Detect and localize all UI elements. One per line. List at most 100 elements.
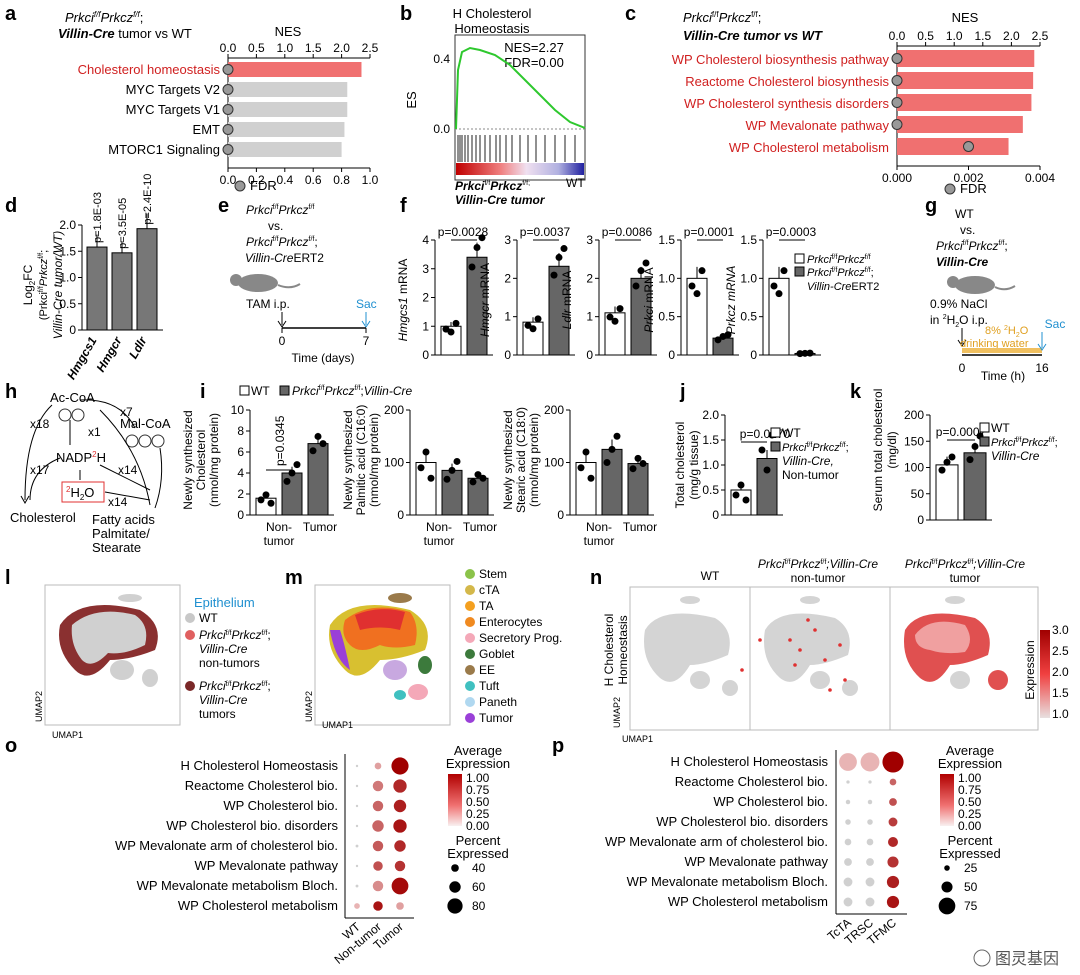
- drinking-water-bar: [962, 348, 1042, 353]
- panel-a-header-line1: Prkcif/fPrkczf/f;: [65, 10, 143, 25]
- nes-tick-label: 1.0: [276, 41, 293, 55]
- category-label: Ldlr: [126, 333, 150, 361]
- fdr-tick-label: 0.4: [276, 173, 293, 187]
- dot: [372, 800, 384, 812]
- panel-label-i: i: [200, 381, 206, 403]
- cluster-swatch: [465, 713, 475, 723]
- category-nontumor-2: tumor: [584, 534, 615, 548]
- legend-pct-dot: [449, 881, 461, 893]
- y-tick-label: 1.0: [740, 271, 757, 285]
- dot: [843, 877, 853, 887]
- data-point: [737, 481, 745, 489]
- dot: [354, 903, 360, 909]
- legend-colorbar-tick: 1.00: [466, 771, 490, 785]
- panel-d: d Log2FC (Prkcif/fPrkczf/f; Villin-Cre t…: [5, 174, 163, 382]
- panel-b-nes: NES=2.27: [504, 40, 564, 55]
- data-point: [632, 282, 640, 290]
- panel-n-frame: [629, 586, 1039, 731]
- dot: [865, 897, 875, 907]
- panel-label-m: m: [285, 567, 303, 589]
- fdr-legend-marker: [234, 180, 246, 192]
- panel-label-h: h: [5, 381, 17, 403]
- panel-n-h2: Prkcif/fPrkczf/f;Villin-Cre: [758, 557, 878, 571]
- legend-wt-dot: [185, 613, 195, 623]
- p-value: p=0.0028: [438, 225, 489, 239]
- pathway-arrows: [20, 399, 163, 509]
- dot: [393, 799, 407, 813]
- data-point: [629, 465, 637, 473]
- data-point: [262, 491, 270, 499]
- panel-h-x18: x18: [30, 417, 50, 431]
- dot: [393, 819, 407, 833]
- dot: [394, 840, 406, 852]
- panel-n-ylabel1: H Cholesterol: [602, 614, 616, 687]
- panel-label-n: n: [590, 567, 602, 589]
- panel-m-umap2: UMAP2: [304, 691, 314, 722]
- data-point: [560, 245, 568, 253]
- panel-label-e: e: [218, 195, 229, 217]
- panel-m: m UMAP1 UMAP2 Stem cTA TA Enterocytes Secret…: [285, 567, 562, 730]
- row-label: WP Mevalonate metabolism Bloch.: [137, 878, 338, 893]
- nes-tick-label: 2.5: [362, 41, 379, 55]
- panel-i-legend-mut: Prkcif/fPrkczf/f;Villin-Cre: [292, 384, 412, 398]
- p-value: p=1.8E-03: [92, 192, 104, 243]
- y-axis-title: (nmol/mg protein): [367, 413, 381, 507]
- legend-colorbar-tick: 0.50: [958, 795, 982, 809]
- y-tick-label: 2: [504, 271, 511, 285]
- panel-n-wt: WT: [701, 569, 720, 583]
- watermark: 图灵基因: [973, 949, 1059, 968]
- legend-colorbar-tick: 1.00: [958, 771, 982, 785]
- category-label: Cholesterol homeostasis: [78, 62, 221, 77]
- panel-c-header-line1: Prkcif/fPrkczf/f;: [683, 10, 761, 25]
- expression-dot: [788, 638, 792, 642]
- dot: [355, 884, 359, 888]
- panel-g-line4: Villin-Cre: [936, 255, 989, 269]
- category-label: WP Cholesterol synthesis disorders: [684, 96, 889, 111]
- row-label: Reactome Cholesterol bio.: [185, 778, 338, 793]
- row-label: Reactome Cholesterol bio.: [675, 774, 828, 789]
- data-point: [606, 313, 614, 321]
- panel-l-umap2: UMAP2: [34, 691, 44, 722]
- expression-dot: [793, 663, 797, 667]
- panel-l-umap1: UMAP1: [52, 730, 83, 740]
- panel-b-title2: Homeostasis: [454, 21, 530, 36]
- panel-k-ylabel1: Serum total cholesterol: [871, 389, 885, 512]
- cluster-label: Secretory Prog.: [479, 631, 562, 645]
- nes-bar: [228, 122, 345, 137]
- nes-tick-label: 2.0: [1003, 29, 1020, 43]
- cluster-label: cTA: [479, 583, 499, 597]
- panel-a: a Prkcif/fPrkczf/f; Villin-Cre tumor vs …: [5, 3, 379, 193]
- panel-g-drink1: 8% 2H2O: [985, 325, 1029, 339]
- dot: [355, 764, 359, 768]
- cluster-label: Goblet: [479, 647, 515, 661]
- fdr-tick-label: 0.000: [882, 171, 912, 185]
- p-value: p=0.0001: [684, 225, 735, 239]
- panel-p-dotplot: H Cholesterol Homeostasis Reactome Choles…: [605, 743, 1002, 948]
- fdr-point: [963, 141, 974, 152]
- panel-j-legend-wt: WT: [782, 426, 801, 440]
- y-axis-title: Newly synthesized: [501, 410, 515, 509]
- row-label: H Cholesterol Homeostasis: [670, 754, 828, 769]
- y-tick-label: 6: [237, 445, 244, 459]
- panel-g-vs: vs.: [960, 223, 975, 237]
- panel-h-cholesterol: Cholesterol: [10, 510, 76, 525]
- data-point: [587, 474, 595, 482]
- data-point: [763, 466, 771, 474]
- panel-n: n WT Prkcif/fPrkczf/f;Villin-Cre non-tum…: [590, 557, 1069, 744]
- cluster-label: Tuft: [479, 679, 500, 693]
- y-tick-label: 100: [544, 456, 564, 470]
- category-label: MYC Targets V1: [126, 102, 220, 117]
- legend-pct-dot: [941, 881, 953, 893]
- data-point: [319, 440, 327, 448]
- panel-f-charts: 0 1 2 3 4 p=0.0028 Hmgcs1 mRNA 0 1 2 3 p=0.0037 Hmgc…: [396, 225, 821, 362]
- panel-e-tam: TAM i.p.: [246, 297, 290, 311]
- panel-k-legend-mut-swatch: [979, 436, 990, 447]
- panel-k-legend-m2: Villin-Cre: [991, 449, 1040, 463]
- data-point: [642, 259, 650, 267]
- y-tick-label: 1: [504, 310, 511, 324]
- bar: [768, 277, 790, 356]
- category-label: Hmgcr: [93, 333, 125, 374]
- y-axis-title: Stearic acid (C18:0): [514, 407, 528, 513]
- legend-colorbar: [448, 774, 462, 826]
